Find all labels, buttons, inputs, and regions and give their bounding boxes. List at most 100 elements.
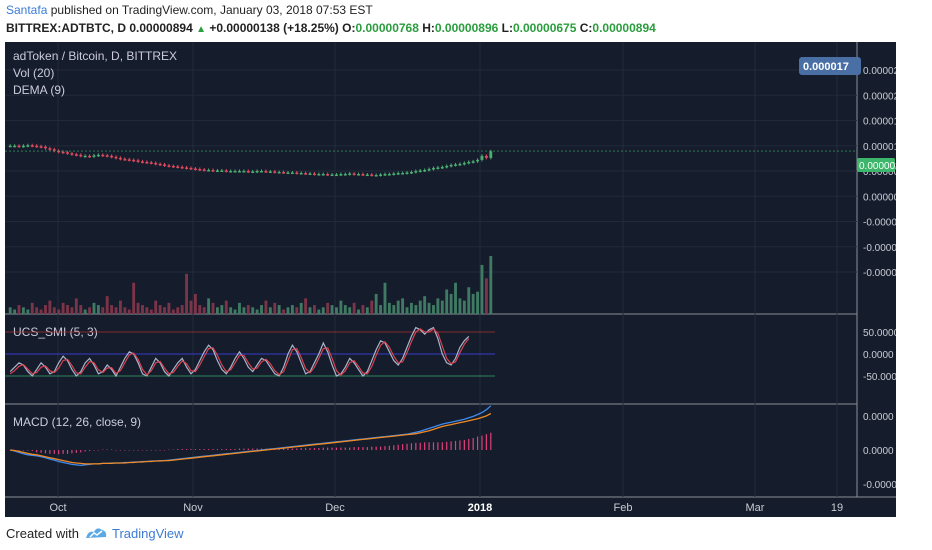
candle-body — [326, 174, 330, 176]
macd-histogram-bar — [137, 450, 139, 451]
chart-svg[interactable]: adToken / Bitcoin, D, BITTREX Vol (20) D… — [5, 42, 920, 517]
macd-histogram-bar — [410, 443, 413, 450]
chart-header: Santafa published on TradingView.com, Ja… — [0, 0, 932, 38]
candle-body — [286, 172, 290, 175]
volume-bar — [141, 305, 144, 314]
volume-bar — [317, 309, 321, 314]
volume-bar — [423, 296, 427, 314]
macd-histogram-bar — [300, 448, 302, 450]
volume-bar — [312, 305, 316, 314]
volume-bar — [445, 289, 449, 314]
candle-body — [282, 172, 286, 174]
volume-bar — [189, 300, 193, 314]
volume-bar — [260, 305, 263, 314]
volume-bar — [110, 305, 114, 314]
candle-body — [480, 155, 484, 160]
price-pane[interactable]: adToken / Bitcoin, D, BITTREX Vol (20) D… — [5, 49, 920, 314]
volume-bar — [127, 309, 131, 314]
candle-body — [414, 171, 418, 173]
macd-histogram-bar — [18, 450, 20, 451]
volume-bar — [299, 302, 303, 314]
macd-histogram-bar — [419, 442, 421, 450]
candle-body — [13, 145, 17, 148]
candle-body — [30, 145, 34, 147]
macd-histogram-bar — [344, 447, 346, 450]
chart-area[interactable]: adToken / Bitcoin, D, BITTREX Vol (20) D… — [5, 42, 920, 517]
macd-histogram-bar — [291, 448, 293, 450]
volume-bar — [476, 291, 480, 314]
volume-bar — [83, 309, 87, 314]
volume-bar — [374, 293, 378, 314]
macd-histogram-bar — [238, 448, 241, 450]
author-link[interactable]: Santafa — [6, 3, 48, 17]
macd-histogram-bar — [459, 440, 461, 450]
volume-bar — [149, 309, 153, 314]
macd-histogram-bar — [340, 447, 342, 450]
vol-indicator-label: Vol (20) — [13, 66, 54, 80]
price-tick-label: -0.00001000 — [863, 243, 896, 254]
volume-bar — [436, 298, 440, 314]
candle-body — [489, 151, 493, 158]
volume-bar — [282, 309, 286, 314]
macd-histogram-bar — [481, 435, 483, 450]
candle-body — [39, 146, 43, 148]
volume-bar — [21, 307, 25, 314]
candle-body — [427, 168, 431, 171]
up-triangle-icon: ▲ — [196, 24, 206, 35]
macd-tick-label: -0.0000 — [863, 480, 896, 491]
candle-body — [295, 172, 299, 175]
time-tick-label: Dec — [325, 502, 345, 514]
volume-bar — [185, 273, 189, 314]
candle-body — [207, 169, 211, 172]
macd-histogram-bar — [415, 442, 417, 450]
price-tick-label: -0.00001500 — [863, 268, 896, 279]
macd-histogram-bar — [406, 443, 408, 450]
volume-bar — [295, 307, 299, 314]
smi-pane[interactable]: UCS_SMI (5, 3) 50.00000.0000-50.0000 — [5, 325, 903, 383]
candle-body — [79, 154, 83, 157]
candle-body — [467, 161, 471, 164]
volume-bar — [365, 307, 369, 314]
volume-bar — [405, 307, 409, 314]
candle-body — [132, 159, 136, 162]
macd-histogram-bar — [287, 448, 289, 450]
macd-histogram-bar — [128, 450, 130, 451]
candle-body — [57, 150, 61, 153]
macd-histogram-bar — [230, 449, 232, 450]
candle-body — [215, 170, 219, 172]
macd-histogram-bar — [256, 448, 258, 450]
candle-body — [167, 165, 171, 167]
symbol-label: BITTREX:ADTBTC, D — [6, 21, 126, 35]
candle-body — [251, 171, 255, 174]
volume-bar — [17, 305, 21, 314]
macd-histogram-bar — [296, 448, 298, 450]
price-tick-label: 0.00001500 — [863, 117, 896, 128]
candle-body — [273, 171, 277, 174]
volume-bar — [264, 300, 268, 314]
candle-body — [317, 174, 321, 176]
volume-bar — [158, 305, 162, 314]
macd-histogram-bar — [446, 441, 448, 450]
candle-body — [436, 167, 440, 169]
candle-body — [308, 173, 312, 176]
volume-bar — [343, 305, 347, 314]
candle-body — [458, 163, 462, 166]
volume-bar — [48, 300, 52, 314]
macd-histogram-bar — [468, 438, 470, 450]
volume-bar — [66, 305, 69, 314]
time-tick-label: Feb — [614, 502, 633, 514]
candle-body — [423, 169, 427, 172]
volume-bar — [330, 305, 334, 314]
volume-bar — [198, 305, 202, 314]
volume-bar — [427, 302, 431, 314]
macd-histogram-bar — [36, 450, 38, 453]
macd-histogram-bar — [463, 439, 465, 450]
volume-bar — [361, 305, 365, 314]
tradingview-brand[interactable]: TradingView — [112, 526, 184, 541]
macd-pane[interactable]: MACD (12, 26, close, 9) 0.0000 0.0000 -0.0… — [9, 405, 897, 491]
smi-lines — [9, 326, 470, 378]
macd-histogram-bar — [366, 447, 368, 450]
volume-bar — [268, 307, 272, 314]
volume-bar — [246, 305, 250, 314]
time-tick-label: Nov — [183, 502, 203, 514]
